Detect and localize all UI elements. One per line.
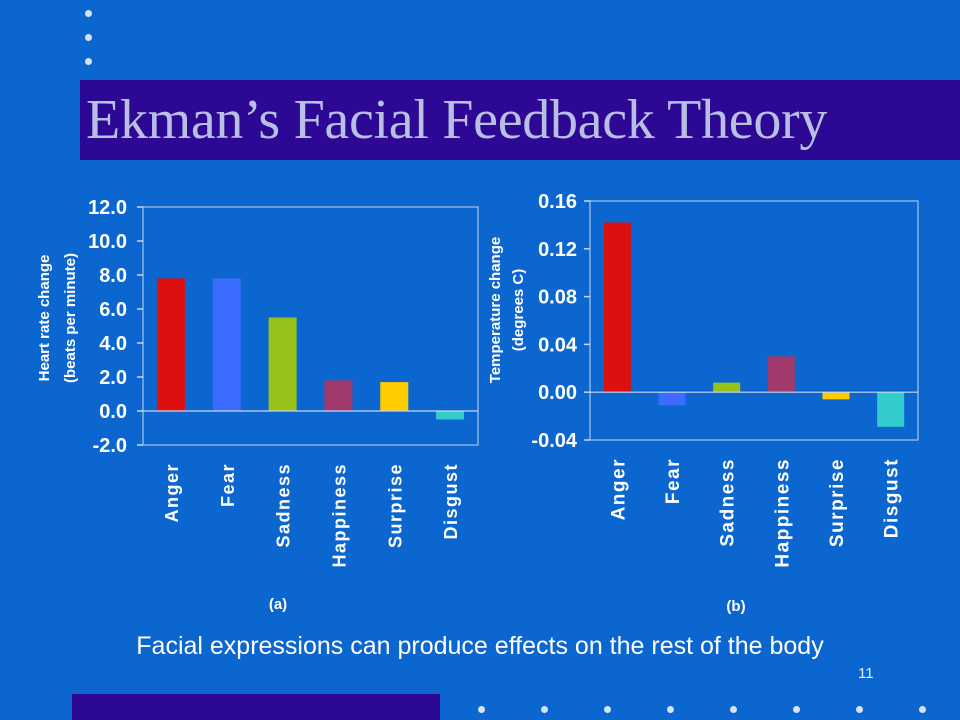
chart-b-category-label: Happiness	[772, 458, 793, 568]
chart-b-y-axis-label: (degrees C)	[510, 269, 527, 352]
chart-b-category-label: Fear	[663, 458, 684, 504]
decorative-dots-horizontal	[470, 706, 950, 716]
chart-a-category-label: Sadness	[274, 463, 294, 548]
chart-a-category-label: Surprise	[385, 463, 405, 548]
chart-b-category-label: Sadness	[718, 458, 739, 547]
chart-a-y-axis-label: Heart rate change	[36, 255, 53, 382]
chart-a-y-tick-label: 10.0	[88, 231, 127, 253]
chart-a-plot-area	[142, 206, 479, 446]
chart-a-y-tick-label: 8.0	[99, 265, 127, 287]
chart-b-y-axis-label: Temperature change	[487, 237, 504, 383]
chart-a-panel-label: (a)	[269, 596, 287, 613]
chart-a-y-tick-label: 0.0	[99, 401, 127, 423]
slide-title: Ekman’s Facial Feedback Theory	[86, 89, 828, 151]
chart-a-bar-disgust	[436, 411, 465, 420]
chart-a-category-label: Disgust	[441, 463, 461, 540]
chart-b-plot-area	[589, 200, 919, 441]
page-number: 11	[858, 665, 874, 682]
chart-a-y-axis-label: (beats per minute)	[62, 253, 79, 383]
chart-b-bar-disgust	[877, 392, 905, 427]
chart-a-y-tick-label: 2.0	[99, 367, 127, 389]
chart-b-y-tick-label: -0.04	[531, 430, 577, 452]
decorative-dots-vertical	[83, 10, 95, 72]
chart-a-bar-happiness	[324, 380, 353, 411]
slide-caption: Facial expressions can produce effects o…	[136, 632, 824, 660]
chart-a-y-tick-label: 12.0	[88, 197, 127, 219]
chart-b-bar-happiness	[767, 356, 795, 393]
chart-b-category-label: Surprise	[827, 458, 848, 547]
chart-a-bar-anger	[156, 278, 185, 411]
chart-b-y-tick-label: 0.04	[538, 334, 578, 356]
chart-a-y-tick-label: -2.0	[93, 435, 127, 457]
bottom-bar	[72, 694, 440, 720]
chart-a-bar-surprise	[380, 382, 409, 411]
chart-b-y-tick-label: 0.12	[538, 239, 577, 261]
chart-a-bar-sadness	[268, 317, 297, 411]
chart-b-bar-fear	[658, 392, 686, 406]
title-bar: Ekman’s Facial Feedback Theory	[80, 80, 960, 160]
chart-a-category-label: Fear	[218, 463, 238, 507]
chart-b-y-tick-label: 0.08	[538, 287, 577, 309]
chart-a-category-label: Happiness	[329, 463, 349, 568]
chart-a-category-label: Anger	[162, 463, 182, 523]
chart-b-y-tick-label: 0.16	[538, 191, 577, 213]
chart-b-bar-surprise	[822, 392, 850, 400]
chart-b-y-tick-label: 0.00	[538, 382, 577, 404]
chart-b-category-label: Anger	[608, 458, 629, 520]
chart-b-bar-anger	[603, 222, 631, 393]
chart-b-category-label: Disgust	[882, 458, 903, 538]
chart-b-bar-sadness	[713, 382, 741, 393]
chart-a-y-tick-label: 6.0	[99, 299, 127, 321]
chart-b-panel-label: (b)	[726, 598, 745, 615]
chart-a-y-tick-label: 4.0	[99, 333, 127, 355]
chart-a-bar-fear	[212, 278, 241, 411]
